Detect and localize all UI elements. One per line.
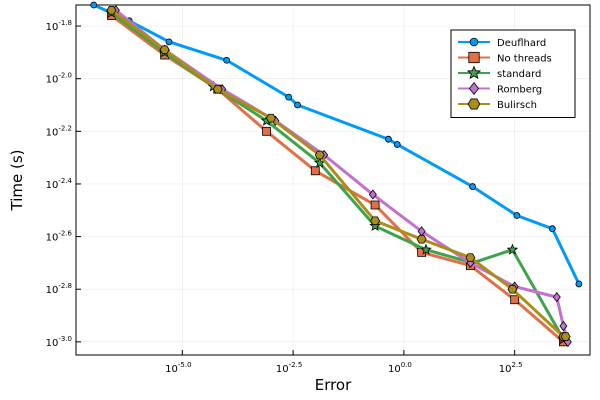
data-point-deuflhard <box>294 101 301 109</box>
data-point-bulirsch <box>416 234 427 244</box>
legend-item-standard: standard <box>458 65 541 80</box>
data-point-bulirsch <box>465 253 476 262</box>
data-point-bulirsch <box>507 284 518 294</box>
data-point-romberg <box>368 189 377 200</box>
y-tick-label: 10-2.2 <box>46 124 72 138</box>
series-bulirsch <box>106 5 571 341</box>
legend-label: standard <box>497 69 541 80</box>
series-line-deuflhard <box>93 3 581 285</box>
legend-label: Bulirsch <box>497 100 537 111</box>
data-point-deuflhard <box>548 225 556 233</box>
data-point-bulirsch <box>212 84 223 94</box>
data-point-bulirsch <box>370 216 381 226</box>
y-tick-label: 10-3.0 <box>46 335 72 349</box>
legend-item-deuflhard: Deuflhard <box>458 37 546 49</box>
y-tick-label: 10-1.8 <box>46 19 72 33</box>
plot-frame <box>75 4 591 356</box>
data-point-bulirsch <box>266 113 276 123</box>
data-point-deuflhard <box>285 93 293 101</box>
y-tick-label: 10-2.0 <box>46 72 72 86</box>
x-axis-label: Error <box>315 376 352 394</box>
data-point-romberg <box>552 291 561 303</box>
data-point-deuflhard <box>393 141 401 148</box>
data-point-bulirsch <box>560 332 571 341</box>
data-point-bulirsch <box>314 150 325 160</box>
data-point-bulirsch <box>106 5 117 15</box>
legend-marker-deuflhard <box>469 37 479 47</box>
legend-item-bulirsch: Bulirsch <box>458 98 537 111</box>
data-point-no-threads <box>262 126 271 136</box>
data-point-deuflhard <box>90 1 98 9</box>
series-line-romberg <box>114 9 570 343</box>
y-axis-ticks: 10-3.0 10-2.8 10-2.6 10-2.4 10-2.2 10-2.0 10-1… <box>46 19 81 349</box>
y-axis-label: Time (s) <box>8 150 26 212</box>
data-point-deuflhard <box>469 183 476 190</box>
x-tick-label: 10-2.5 <box>276 361 302 375</box>
y-tick-label: 10-2.4 <box>46 177 73 191</box>
data-point-no-threads <box>510 295 520 305</box>
data-point-deuflhard <box>165 38 173 46</box>
data-point-deuflhard <box>575 280 583 288</box>
y-tick-label: 10-2.8 <box>46 282 72 296</box>
legend-marker-romberg <box>468 81 480 96</box>
data-point-standard <box>369 219 381 231</box>
data-point-no-threads <box>310 166 320 176</box>
legend-marker-standard <box>466 65 482 80</box>
data-point-romberg <box>559 320 568 332</box>
legend-item-romberg: Romberg <box>458 81 542 96</box>
legend-label: No threads <box>497 54 552 65</box>
x-tick-label: 102.5 <box>499 361 523 375</box>
x-axis-ticks: 10-5.0 10-2.5 100.0 102.5 <box>165 350 523 375</box>
data-point-deuflhard <box>384 135 392 143</box>
legend-item-no-threads: No threads <box>458 51 552 65</box>
legend-marker-no-threads <box>468 51 480 64</box>
y-tick-label: 10-2.6 <box>46 230 73 244</box>
series-deuflhard <box>90 1 583 288</box>
data-point-standard <box>506 243 519 255</box>
data-point-bulirsch <box>159 45 170 55</box>
x-tick-label: 100.0 <box>388 361 412 375</box>
legend: Deuflhard No threads standard Romberg Bulirs… <box>450 29 576 118</box>
legend-label: Deuflhard <box>497 38 546 49</box>
legend-marker-bulirsch <box>467 98 481 110</box>
data-point-standard <box>420 243 432 255</box>
legend-label: Romberg <box>497 85 542 96</box>
data-point-deuflhard <box>513 212 521 219</box>
x-tick-label: 10-5.0 <box>165 361 191 375</box>
series-group <box>90 1 583 347</box>
data-point-no-threads <box>370 200 380 210</box>
data-point-deuflhard <box>223 56 231 64</box>
